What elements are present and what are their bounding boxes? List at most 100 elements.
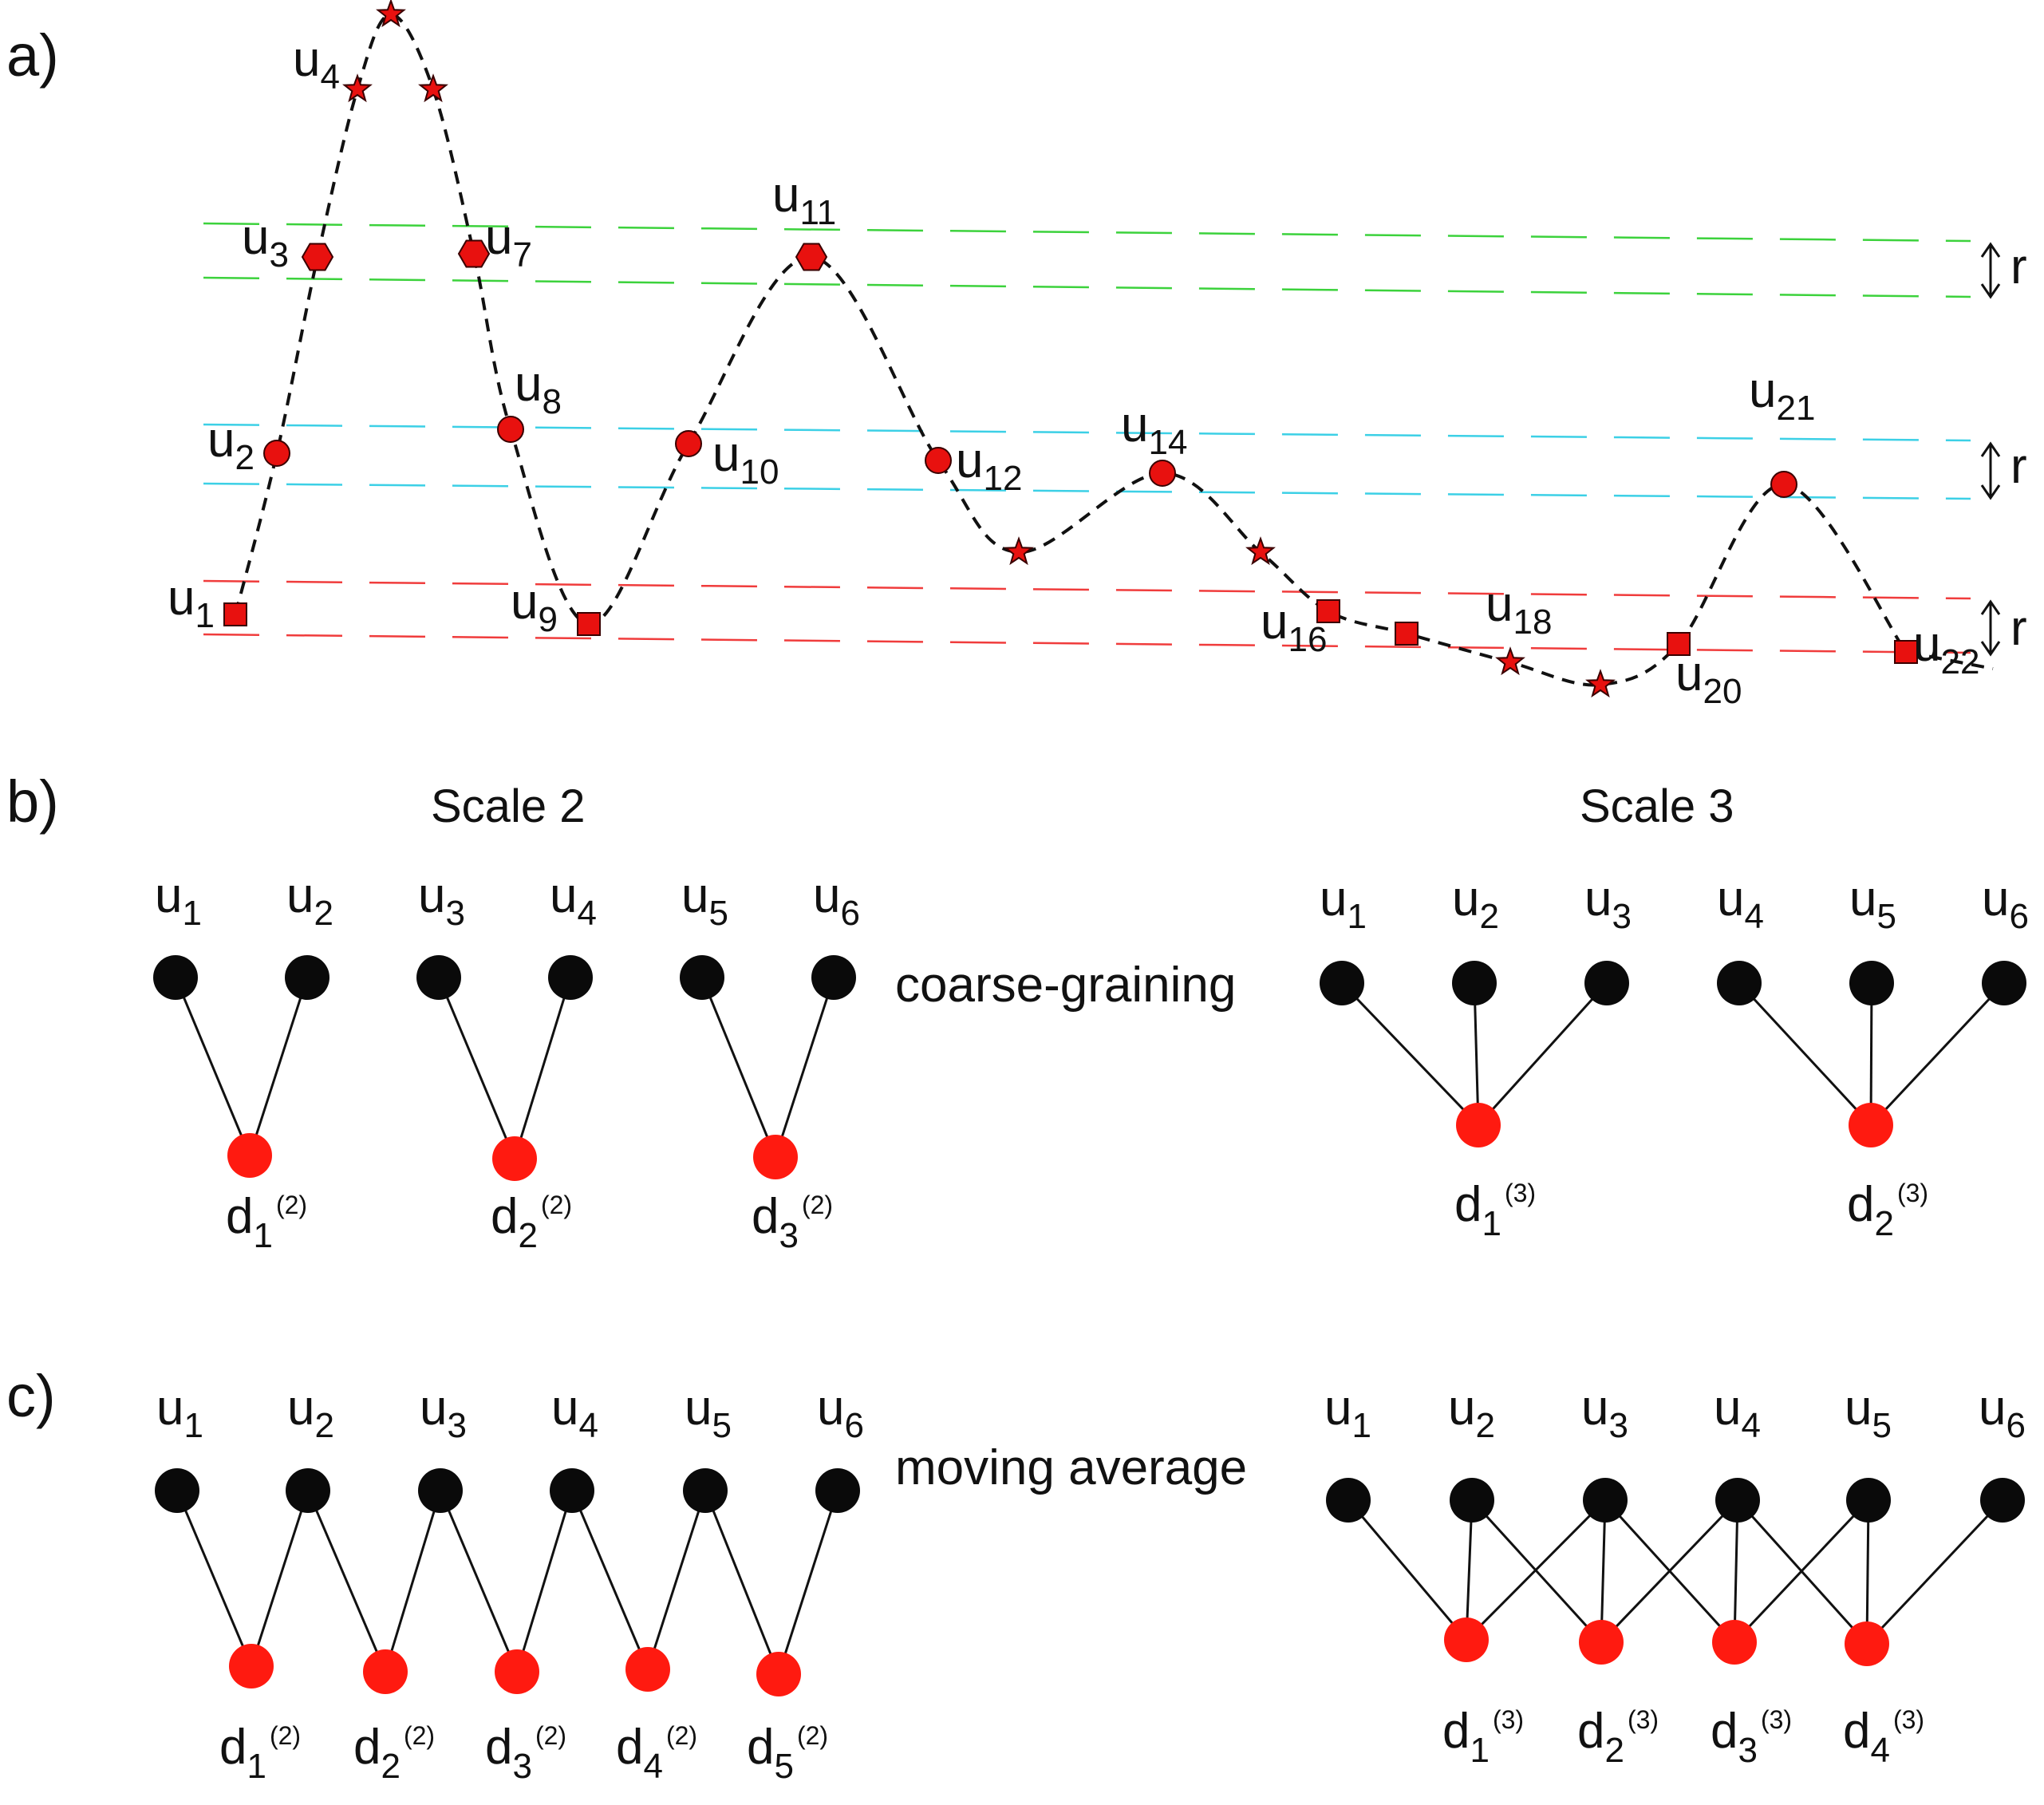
c-left-edge-d1-a [176, 1490, 253, 1667]
c-right-edge-d1-1 [1347, 1499, 1468, 1641]
b-left-edge-d3-b [774, 977, 835, 1158]
series-point-14-circle [1149, 460, 1176, 487]
series-point-19-star [1585, 669, 1616, 698]
series-point-6-star [418, 73, 448, 103]
b-right-label-d1: d1(3) [1454, 1177, 1536, 1243]
b-left-label-u4: u4 [550, 868, 597, 933]
band-green-line-1 [203, 222, 1971, 243]
coarse-graining-nodes [153, 955, 2026, 1181]
label-u12: u12 [956, 433, 1022, 498]
moving-average-label: moving average [895, 1440, 1247, 1495]
label-u16: u16 [1261, 594, 1327, 659]
coarse-graining-edges [174, 977, 2006, 1159]
series-point-8-circle [497, 416, 524, 443]
series-point-5-star [376, 0, 406, 28]
series-point-20-square [1667, 632, 1691, 656]
c-left-node-d1 [229, 1644, 274, 1688]
point-labels: u1 u2 u3 u4 u7 u8 u9 u10 u11 u12 u14 u16… [168, 32, 1979, 711]
b-right-node-u4 [1717, 961, 1762, 1005]
panel-label-c: c) [6, 1363, 56, 1429]
series-point-18-star [1495, 646, 1525, 676]
c-right-node-d2 [1579, 1620, 1624, 1665]
b-right-edge-d1-2 [1473, 982, 1480, 1126]
c-right-node-u1 [1326, 1478, 1371, 1523]
c-left-node-d5 [756, 1652, 801, 1696]
c-right-label-d4: d4(3) [1843, 1704, 1924, 1770]
label-u11: u11 [772, 168, 836, 232]
band-red-line-1 [203, 579, 1971, 600]
label-u20: u20 [1675, 646, 1742, 711]
c-right-label-u4: u4 [1714, 1380, 1761, 1445]
c-left-label-d2: d2(2) [353, 1720, 435, 1786]
b-right-label-u2: u2 [1452, 871, 1499, 936]
label-u22: u22 [1913, 617, 1979, 681]
band-red-line-2 [203, 633, 1971, 654]
b-right-node-u2 [1452, 961, 1497, 1005]
moving-average-edges [176, 1490, 2004, 1675]
r-label-cyan: r [2010, 439, 2027, 494]
series-point-10-circle [675, 430, 702, 457]
c-right-node-u5 [1846, 1478, 1891, 1523]
b-left-label-u2: u2 [286, 868, 333, 933]
b-left-label-u3: u3 [418, 868, 465, 933]
c-right-label-u6: u6 [1979, 1380, 2026, 1445]
c-left-node-u5 [683, 1468, 728, 1513]
panel-c-moving-average: moving average u1 u2 u3 u4 u5 u6 d1(2) d2(2) d3(… [155, 1380, 2026, 1786]
c-right-edge-d4-1 [1736, 1499, 1868, 1645]
b-right-label-u5: u5 [1849, 871, 1896, 936]
label-u1: u1 [168, 571, 215, 635]
coarse-graining-label: coarse-graining [895, 958, 1236, 1013]
panel-label-a: a) [6, 22, 59, 89]
b-left-node-d2 [492, 1136, 537, 1181]
c-left-edge-d5-a [704, 1490, 780, 1675]
c-right-edge-d2-1 [1470, 1499, 1603, 1644]
r-bracket-cyan: r [1980, 439, 2027, 500]
label-u2: u2 [207, 413, 255, 477]
c-right-label-d1: d1(3) [1442, 1704, 1524, 1770]
c-right-edge-d4-3 [1865, 1499, 2004, 1645]
b-right-node-u5 [1849, 961, 1894, 1005]
b-right-node-u6 [1982, 961, 2026, 1005]
label-u18: u18 [1486, 577, 1552, 642]
b-left-node-d3 [753, 1135, 798, 1179]
b-left-edge-d3 [700, 977, 777, 1158]
c-right-node-d1 [1444, 1617, 1489, 1662]
scale-3-title: Scale 3 [1580, 780, 1734, 832]
c-right-node-u3 [1583, 1478, 1628, 1523]
c-left-label-u5: u5 [685, 1380, 732, 1445]
band-green-line-2 [203, 276, 1971, 298]
c-right-node-u6 [1980, 1478, 2025, 1523]
c-left-label-u2: u2 [287, 1380, 334, 1445]
r-bracket-red: r [1980, 599, 2027, 657]
label-u8: u8 [515, 357, 562, 421]
series-point-7-hexagon [457, 239, 491, 268]
b-left-edge-d2-b [513, 977, 572, 1159]
label-u10: u10 [712, 427, 779, 492]
b-right-label-u3: u3 [1584, 871, 1632, 936]
b-left-node-u2 [285, 955, 329, 1000]
b-left-label-d1: d1(2) [226, 1189, 307, 1255]
c-right-node-u4 [1715, 1478, 1760, 1523]
c-right-label-u1: u1 [1324, 1380, 1371, 1445]
c-left-node-u1 [155, 1468, 199, 1513]
series-point-4-star [342, 73, 373, 103]
c-left-node-u3 [418, 1468, 463, 1513]
c-left-label-d1: d1(2) [219, 1720, 301, 1786]
c-left-edge-d4-b [646, 1490, 707, 1670]
c-left-label-d4: d4(2) [616, 1720, 697, 1786]
coarse-graining-labels: u1 u2 u3 u4 u5 u6 d1(2) d2(2) d3(2) u1 u2 u3 u4 u5 u6 d… [155, 868, 2029, 1255]
c-right-node-u2 [1450, 1478, 1494, 1523]
c-left-node-d4 [625, 1647, 670, 1692]
b-right-label-u4: u4 [1717, 871, 1764, 936]
c-left-label-u6: u6 [817, 1380, 864, 1445]
b-right-edge-d1-1 [1340, 981, 1480, 1127]
c-left-label-u4: u4 [551, 1380, 598, 1445]
c-left-edge-d5-b [777, 1490, 839, 1675]
label-u3: u3 [242, 210, 289, 275]
c-left-label-d3: d3(2) [485, 1720, 566, 1786]
b-left-node-u3 [416, 955, 461, 1000]
c-left-edge-d3-b [515, 1490, 574, 1673]
b-left-node-u6 [811, 955, 856, 1000]
series-point-22-square [1894, 640, 1918, 664]
series-point-17-square [1395, 622, 1419, 646]
